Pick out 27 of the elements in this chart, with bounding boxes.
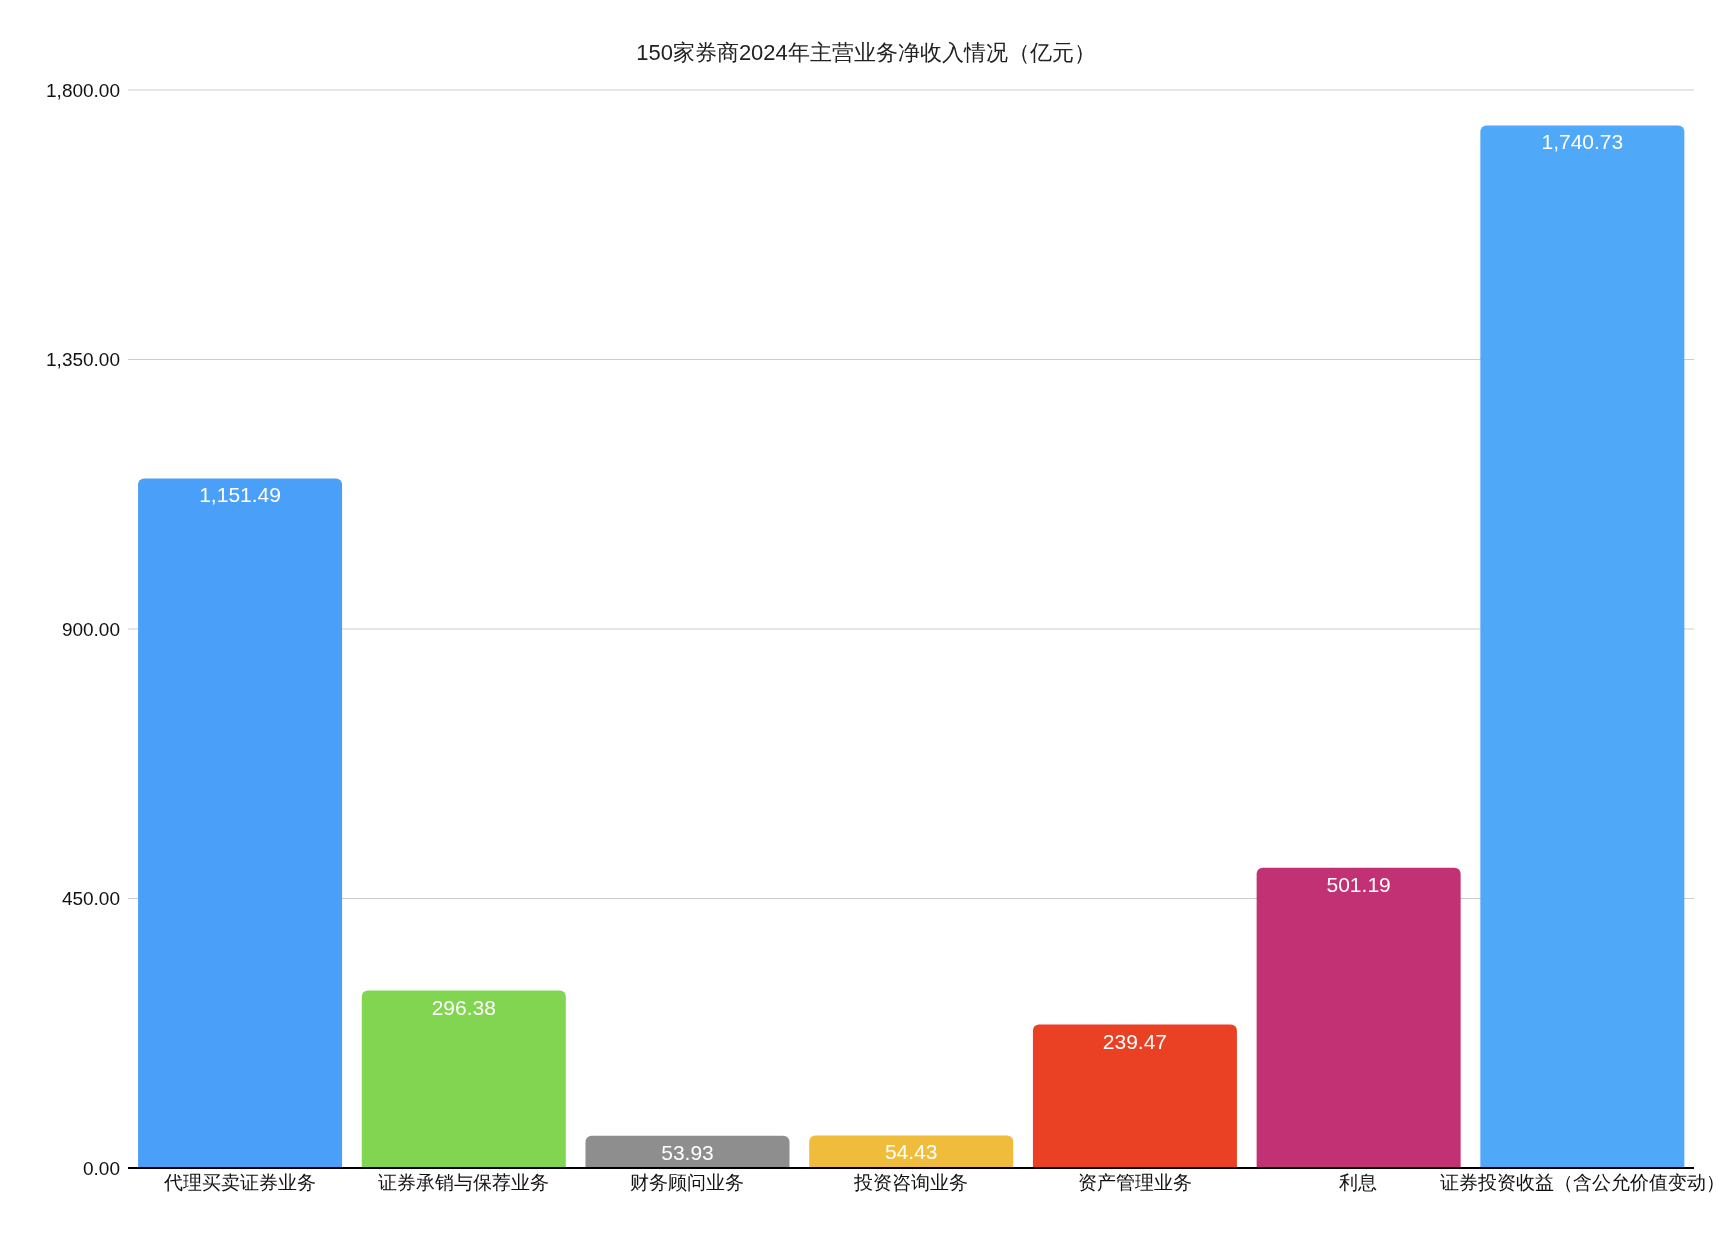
x-tick-label: 证券投资收益（含公允价值变动） [1439,1172,1725,1194]
data-label: 1,740.73 [1541,130,1624,154]
bar [1480,125,1685,1168]
bar [585,1135,790,1168]
data-label: 1,151.49 [199,483,281,507]
data-label: 53.93 [661,1140,714,1164]
chart-title: 150家券商2024年主营业务净收入情况（亿元） [635,39,1097,67]
data-label: 296.38 [431,995,496,1019]
bar [1032,1024,1237,1168]
y-tick-label: 0.00 [83,1157,120,1179]
bar [361,990,566,1168]
y-tick-label: 900.00 [61,618,120,640]
y-tick-label: 450.00 [61,888,120,910]
x-tick-label: 代理买卖证券业务 [162,1172,316,1194]
x-tick-label: 财务顾问业务 [630,1172,745,1194]
data-label: 239.47 [1102,1029,1168,1053]
bar [138,478,343,1168]
bar [1256,867,1461,1168]
bar [809,1135,1014,1168]
data-label: 501.19 [1326,872,1391,896]
x-tick-label: 证券承销与保荐业务 [378,1172,550,1194]
data-label: 54.43 [884,1140,938,1164]
y-tick-label: 1,350.00 [46,349,120,371]
x-tick-label: 投资咨询业务 [853,1172,968,1194]
x-tick-label: 资产管理业务 [1077,1172,1192,1194]
y-tick-label: 1,800.00 [46,79,120,101]
x-tick-label: 利息 [1339,1172,1378,1194]
